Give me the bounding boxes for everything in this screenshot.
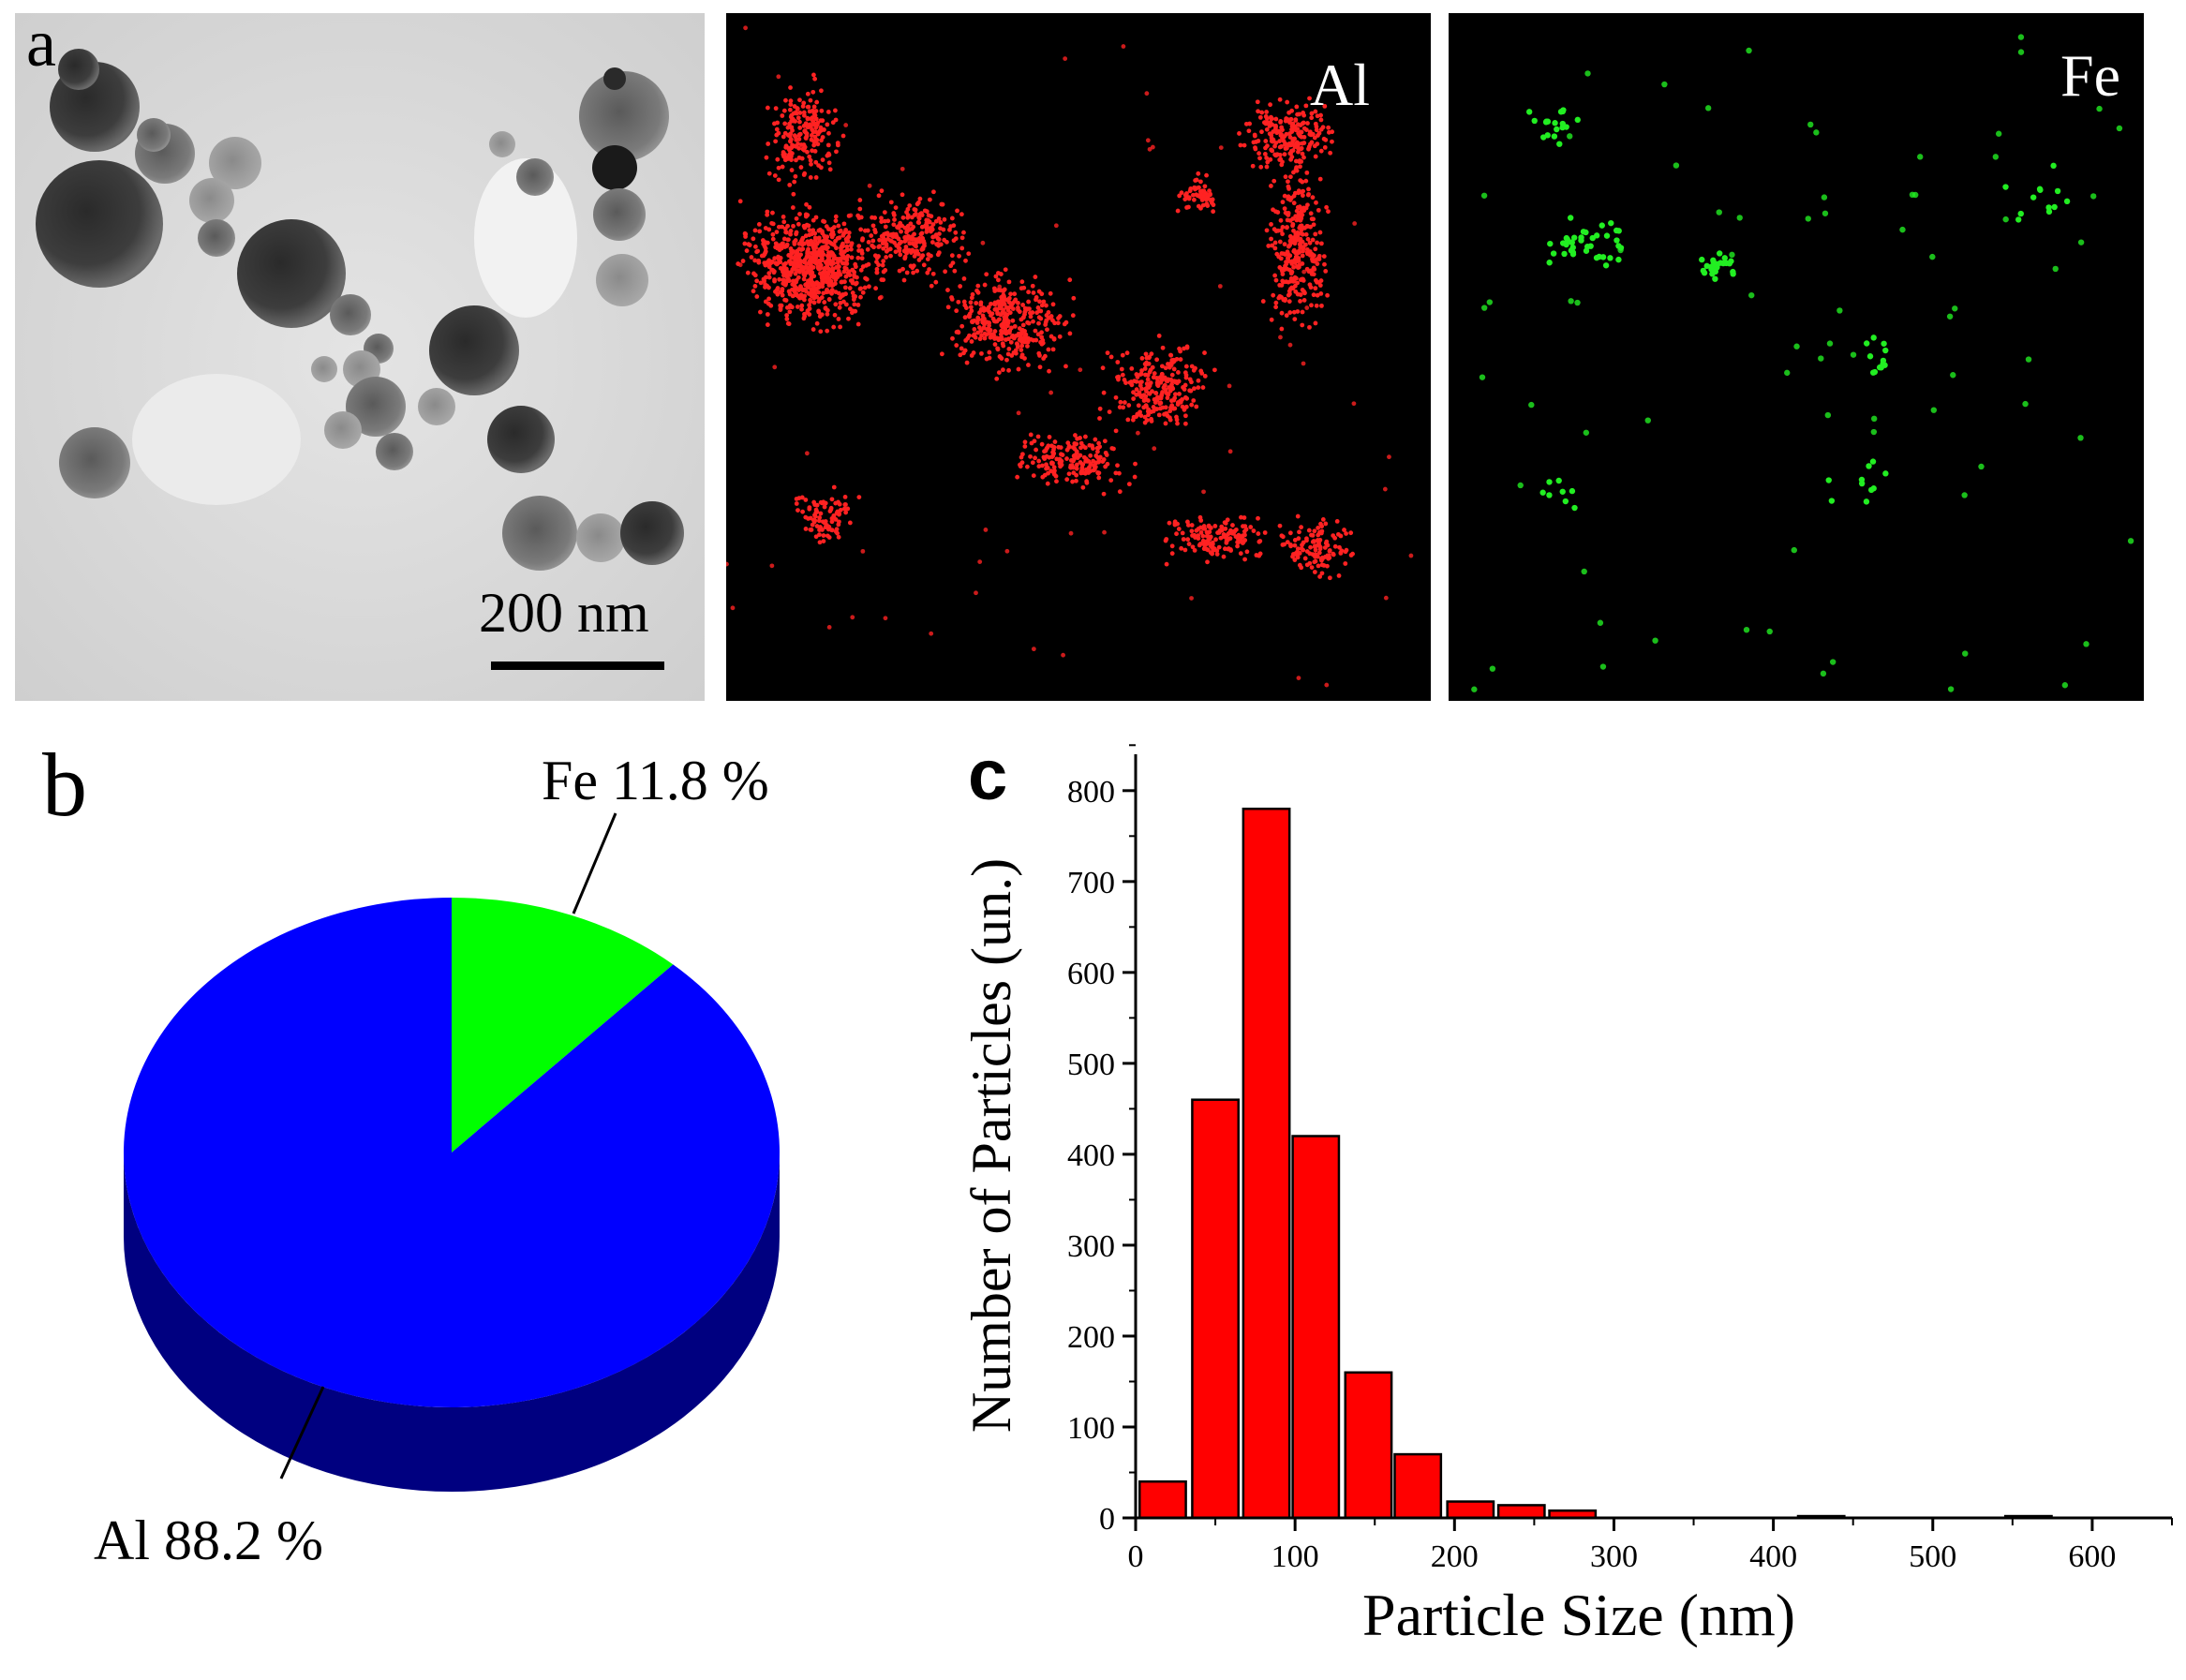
x-tick-label: 200 bbox=[1431, 1539, 1479, 1574]
al-elemental-map: Al bbox=[726, 13, 1431, 701]
histogram-bar bbox=[1496, 1504, 1546, 1520]
x-tick-label: 0 bbox=[1128, 1539, 1144, 1574]
x-tick-label: 300 bbox=[1590, 1539, 1638, 1574]
x-tick-label: 600 bbox=[2068, 1539, 2116, 1574]
y-tick-label: 200 bbox=[1067, 1320, 1115, 1355]
particle bbox=[502, 496, 577, 571]
pie-leader-al bbox=[279, 1386, 325, 1479]
y-tick-label: 0 bbox=[1099, 1502, 1115, 1537]
y-tick-label: 500 bbox=[1067, 1048, 1115, 1082]
y-tick-label: 600 bbox=[1067, 957, 1115, 991]
pie-chart bbox=[123, 812, 781, 1492]
map-dot-cloud bbox=[726, 25, 1414, 688]
panel-label-c: c bbox=[968, 736, 1008, 815]
map-dot-cloud bbox=[1471, 34, 2134, 692]
x-tick-label: 100 bbox=[1271, 1539, 1319, 1574]
histogram-chart: 0 100 200 300 400 500 600 700 800 0 100 200 300 400 50… bbox=[960, 744, 2173, 1648]
tem-image-panel: a 200 nm bbox=[15, 13, 705, 701]
pie-slice-al bbox=[123, 898, 781, 1407]
panel-label-b: b bbox=[42, 735, 87, 835]
pie-label-fe: Fe 11.8 % bbox=[542, 750, 769, 811]
histogram-bar bbox=[1344, 1371, 1393, 1520]
tem-micrograph bbox=[15, 13, 705, 701]
y-tick-label: 700 bbox=[1067, 866, 1115, 900]
pie-leader-fe bbox=[572, 812, 617, 914]
y-tick-label: 400 bbox=[1067, 1138, 1115, 1173]
pie-slice-fe bbox=[452, 898, 674, 1152]
histogram-bar bbox=[1291, 1135, 1341, 1520]
fe-map-label: Fe bbox=[2060, 42, 2120, 109]
scale-bar bbox=[491, 662, 664, 670]
x-axis-label: Particle Size (nm) bbox=[1362, 1582, 1795, 1648]
al-map-label: Al bbox=[1310, 52, 1370, 118]
particle bbox=[237, 219, 346, 328]
panel-label-a: a bbox=[26, 13, 56, 81]
particle bbox=[429, 305, 519, 395]
particle bbox=[36, 160, 163, 288]
fe-map-dots bbox=[1471, 34, 2134, 692]
histogram-bar bbox=[1446, 1500, 1495, 1520]
pie-label-al: Al 88.2 % bbox=[94, 1509, 323, 1571]
histogram-bar bbox=[1191, 1098, 1240, 1520]
histogram-bar bbox=[1138, 1479, 1187, 1520]
scale-bar-label: 200 nm bbox=[479, 582, 649, 644]
histogram-bar bbox=[1393, 1452, 1443, 1520]
histogram-bar bbox=[1242, 807, 1291, 1520]
y-tick-label: 300 bbox=[1067, 1229, 1115, 1264]
y-axis-label: Number of Particles (un.) bbox=[960, 858, 1022, 1433]
fe-elemental-map: Fe bbox=[1449, 13, 2144, 701]
x-tick-label: 400 bbox=[1749, 1539, 1797, 1574]
y-tick-label: 100 bbox=[1067, 1411, 1115, 1446]
x-tick-label: 500 bbox=[1909, 1539, 1956, 1574]
y-tick-label: 800 bbox=[1067, 775, 1115, 810]
pie-side-wall bbox=[124, 1152, 780, 1492]
al-map-dots bbox=[726, 25, 1414, 688]
